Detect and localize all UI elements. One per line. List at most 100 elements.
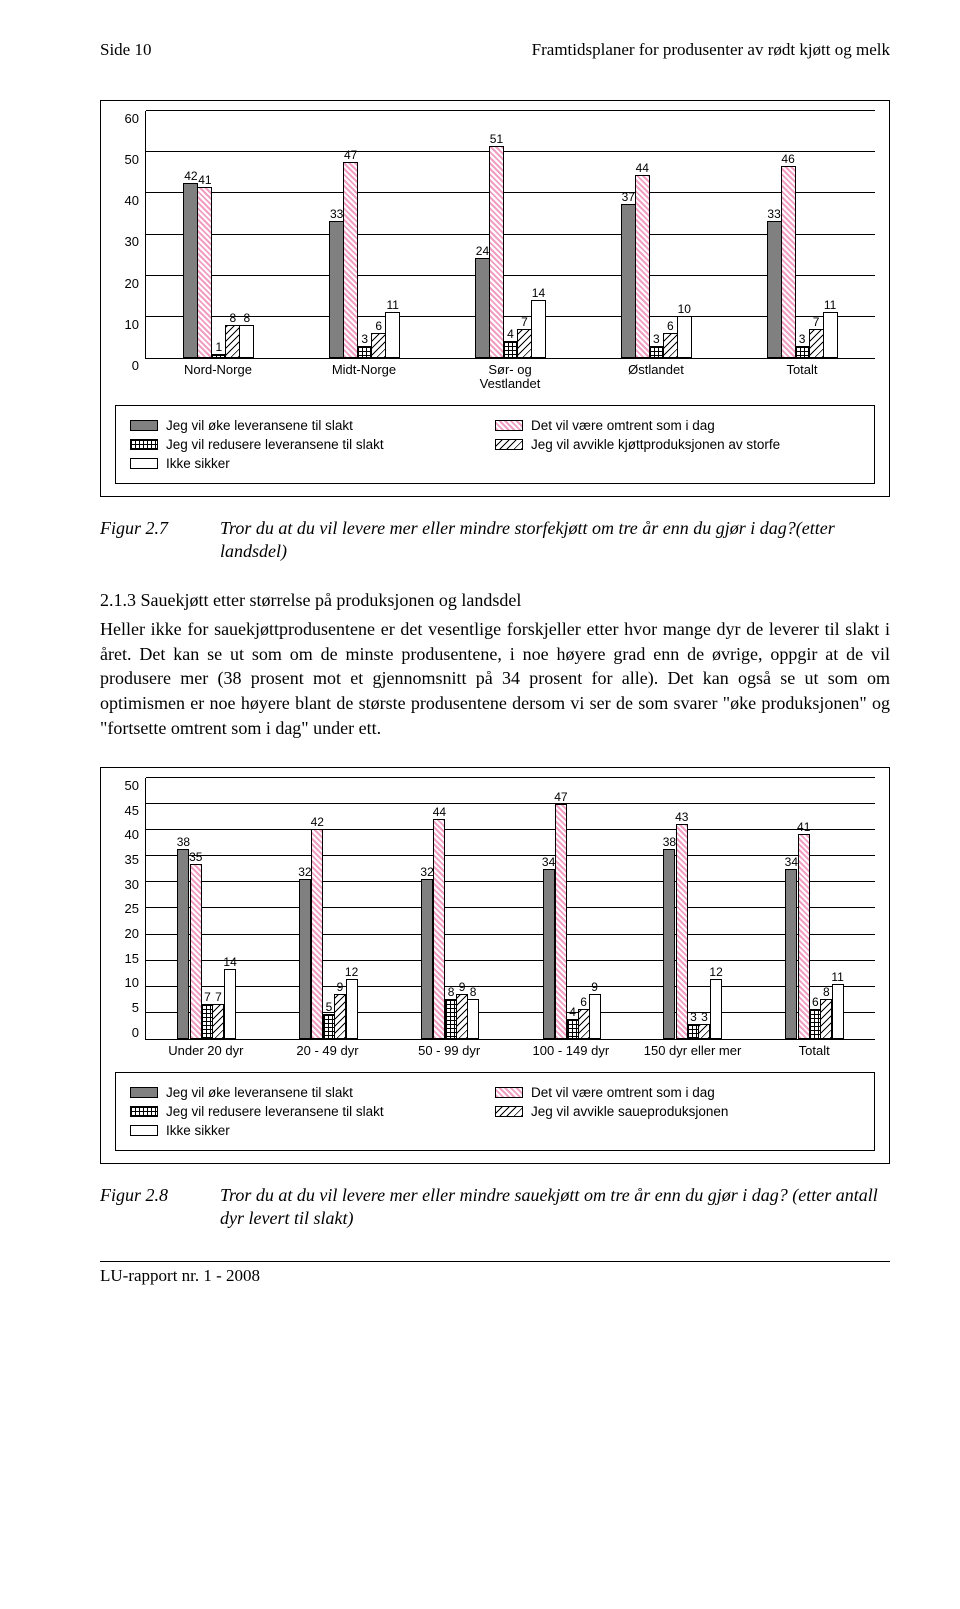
bar: 38: [663, 836, 676, 1039]
x-tick: 150 dyr eller mer: [632, 1044, 754, 1058]
bar: 41: [197, 174, 212, 358]
legend-label: Jeg vil avvikle kjøttproduksjonen av sto…: [531, 437, 780, 452]
legend-label: Jeg vil redusere leveransene til slakt: [166, 1104, 384, 1119]
legend-item: Ikke sikker: [130, 1123, 495, 1138]
legend-label: Det vil være omtrent som i dag: [531, 418, 715, 433]
bar-group: 33 47 36 11: [292, 149, 438, 358]
bar-value: 3: [799, 333, 806, 345]
bar-value: 9: [459, 981, 466, 993]
bar-value: 8: [448, 986, 455, 998]
y-tick: 10: [115, 317, 139, 332]
legend-label: Ikke sikker: [166, 1123, 230, 1138]
y-axis: 0102030405060: [115, 111, 145, 391]
bar-value: 9: [591, 981, 598, 993]
bar-value: 11: [386, 299, 398, 311]
bar: 38: [177, 836, 190, 1039]
bar: 41: [797, 821, 810, 1039]
legend-item: Jeg vil redusere leveransene til slakt: [130, 1104, 495, 1119]
bar: 44: [635, 162, 650, 358]
bar-value: 51: [490, 133, 503, 145]
y-tick: 15: [115, 951, 139, 966]
bar-value: 3: [361, 333, 368, 345]
bar-value: 4: [569, 1006, 576, 1018]
bar-group: 32425912: [268, 816, 390, 1039]
bar: 33: [329, 208, 344, 359]
bar: 9: [589, 981, 601, 1039]
x-tick: Totalt: [753, 1044, 875, 1058]
bar: 11: [831, 971, 843, 1039]
bar-value: 47: [344, 149, 357, 161]
x-tick: 100 - 149 dyr: [510, 1044, 632, 1058]
bar-value: 3: [653, 333, 660, 345]
y-tick: 30: [115, 877, 139, 892]
y-tick: 40: [115, 193, 139, 208]
bar-value: 32: [420, 866, 433, 878]
bar-value: 6: [375, 320, 382, 332]
bar-value: 3: [690, 1011, 697, 1023]
bar-value: 5: [326, 1001, 333, 1013]
page-number: Side 10: [100, 40, 151, 60]
figure-2-7-chart: 0102030405060424118833473611245147143744…: [100, 100, 890, 497]
bar: 3: [649, 333, 664, 359]
bar-value: 12: [345, 966, 358, 978]
page: Side 10 Framtidsplaner for produsenter a…: [0, 0, 960, 1316]
bar-value: 7: [215, 991, 222, 1003]
bar: 8: [467, 986, 479, 1039]
y-tick: 40: [115, 827, 139, 842]
bar: 7: [517, 316, 532, 358]
legend-item: Jeg vil øke leveransene til slakt: [130, 1085, 495, 1100]
legend-item: Jeg vil redusere leveransene til slakt: [130, 437, 495, 452]
y-tick: 50: [115, 152, 139, 167]
x-tick: Nord-Norge: [145, 363, 291, 391]
x-tick: Totalt: [729, 363, 875, 391]
legend-label: Jeg vil redusere leveransene til slakt: [166, 437, 384, 452]
bar: 14: [223, 956, 236, 1039]
legend-swatch: [495, 420, 523, 431]
bar: 1: [211, 341, 226, 358]
bar: 12: [709, 966, 722, 1039]
legend-label: Ikke sikker: [166, 456, 230, 471]
bar-value: 24: [476, 245, 489, 257]
bar-group: 38433312: [632, 811, 754, 1039]
section-body: Heller ikke for sauekjøttprodusentene er…: [100, 617, 890, 741]
legend-item: Det vil være omtrent som i dag: [495, 1085, 860, 1100]
footer: LU-rapport nr. 1 - 2008: [100, 1261, 890, 1286]
y-tick: 60: [115, 111, 139, 126]
bar-value: 33: [330, 208, 343, 220]
legend-label: Det vil være omtrent som i dag: [531, 1085, 715, 1100]
y-tick: 0: [115, 358, 139, 373]
y-tick: 50: [115, 778, 139, 793]
y-tick: 0: [115, 1025, 139, 1040]
bar-value: 14: [223, 956, 236, 968]
bar-value: 8: [823, 986, 830, 998]
y-tick: 25: [115, 901, 139, 916]
y-tick: 20: [115, 276, 139, 291]
bar: 7: [809, 316, 824, 358]
figure-text: Tror du at du vil levere mer eller mindr…: [220, 1184, 890, 1231]
bar-value: 9: [337, 981, 344, 993]
bar-value: 33: [767, 208, 780, 220]
legend-item: Jeg vil avvikle saueproduksjonen: [495, 1104, 860, 1119]
legend-swatch: [130, 1087, 158, 1098]
figure-2-8-chart: 0510152025303540455038357714324259123244…: [100, 767, 890, 1164]
legend-swatch: [495, 439, 523, 450]
legend-swatch: [130, 1125, 158, 1136]
x-tick: Østlandet: [583, 363, 729, 391]
legend-label: Jeg vil øke leveransene til slakt: [166, 418, 353, 433]
bar: 3: [357, 333, 372, 359]
legend-swatch: [130, 439, 158, 450]
bar: 42: [183, 170, 198, 358]
bar-value: 14: [532, 287, 545, 299]
bar: 33: [767, 208, 782, 359]
legend-swatch: [495, 1106, 523, 1117]
figure-2-7-caption: Figur 2.7 Tror du at du vil levere mer e…: [100, 517, 890, 564]
bar: 11: [385, 299, 400, 358]
bar: 32: [298, 866, 311, 1039]
bar: 47: [554, 791, 567, 1039]
figure-number: Figur 2.8: [100, 1184, 220, 1231]
bar-group: 3244898: [389, 806, 511, 1039]
bar-value: 47: [554, 791, 567, 803]
bar-value: 1: [216, 341, 223, 353]
bar: 42: [311, 816, 324, 1039]
bar-group: 37443610: [583, 162, 729, 358]
